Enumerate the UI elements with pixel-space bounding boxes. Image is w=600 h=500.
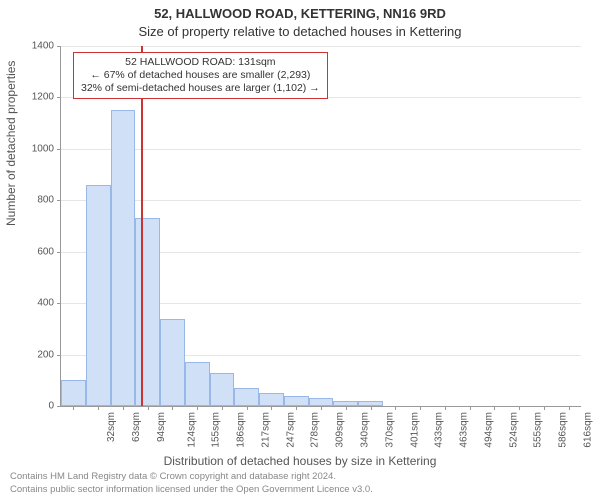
x-tick-label: 94sqm <box>156 412 167 442</box>
y-tick-mark <box>57 355 61 356</box>
histogram-bar <box>61 380 86 406</box>
annotation-line: 32% of semi-detached houses are larger (… <box>81 82 320 95</box>
annotation-line: ← 67% of detached houses are smaller (2,… <box>81 69 320 82</box>
histogram-bar <box>160 319 185 406</box>
x-tick-mark <box>346 406 347 410</box>
x-tick-mark <box>148 406 149 410</box>
x-tick-label: 463sqm <box>459 412 470 448</box>
x-tick-mark <box>569 406 570 410</box>
x-tick-mark <box>470 406 471 410</box>
plot-area: 52 HALLWOOD ROAD: 131sqm← 67% of detache… <box>60 46 581 407</box>
histogram-bar <box>234 388 259 406</box>
x-tick-mark <box>544 406 545 410</box>
gridline <box>61 46 581 47</box>
annotation-callout: 52 HALLWOOD ROAD: 131sqm← 67% of detache… <box>73 52 328 99</box>
histogram-bar <box>309 398 334 406</box>
x-tick-label: 370sqm <box>384 412 395 448</box>
x-tick-mark <box>172 406 173 410</box>
y-tick-label: 200 <box>0 349 54 360</box>
x-tick-mark <box>98 406 99 410</box>
x-tick-label: 124sqm <box>186 412 197 448</box>
x-tick-mark <box>247 406 248 410</box>
histogram-bar <box>210 373 235 406</box>
x-tick-label: 616sqm <box>582 412 593 448</box>
x-tick-mark <box>519 406 520 410</box>
x-tick-mark <box>197 406 198 410</box>
x-tick-mark <box>395 406 396 410</box>
x-tick-label: 555sqm <box>533 412 544 448</box>
x-tick-mark <box>123 406 124 410</box>
x-tick-mark <box>222 406 223 410</box>
x-tick-label: 63sqm <box>131 412 142 442</box>
x-tick-mark <box>445 406 446 410</box>
y-tick-label: 1000 <box>0 143 54 154</box>
x-tick-mark <box>321 406 322 410</box>
y-tick-mark <box>57 406 61 407</box>
y-tick-label: 1200 <box>0 92 54 103</box>
footer-attribution: Contains HM Land Registry data © Crown c… <box>10 471 373 496</box>
x-tick-mark <box>371 406 372 410</box>
property-size-marker <box>141 46 143 406</box>
x-tick-mark <box>73 406 74 410</box>
y-tick-mark <box>57 46 61 47</box>
y-tick-label: 0 <box>0 401 54 412</box>
histogram-bar <box>259 393 284 406</box>
gridline <box>61 149 581 150</box>
x-tick-label: 186sqm <box>236 412 247 448</box>
y-tick-label: 800 <box>0 195 54 206</box>
x-tick-label: 340sqm <box>360 412 371 448</box>
x-axis-label: Distribution of detached houses by size … <box>0 454 600 468</box>
y-tick-label: 400 <box>0 298 54 309</box>
x-tick-label: 586sqm <box>558 412 569 448</box>
x-tick-mark <box>271 406 272 410</box>
y-tick-label: 600 <box>0 246 54 257</box>
x-tick-label: 401sqm <box>409 412 420 448</box>
x-tick-label: 32sqm <box>106 412 117 442</box>
annotation-line: 52 HALLWOOD ROAD: 131sqm <box>81 56 320 69</box>
y-tick-mark <box>57 149 61 150</box>
y-tick-mark <box>57 252 61 253</box>
gridline <box>61 200 581 201</box>
x-tick-mark <box>494 406 495 410</box>
footer-line-1: Contains HM Land Registry data © Crown c… <box>10 471 373 483</box>
figure-root: 52, HALLWOOD ROAD, KETTERING, NN16 9RD S… <box>0 0 600 500</box>
x-tick-label: 278sqm <box>310 412 321 448</box>
chart-subtitle: Size of property relative to detached ho… <box>0 24 600 39</box>
histogram-bar <box>86 185 111 406</box>
x-tick-label: 217sqm <box>261 412 272 448</box>
x-tick-mark <box>420 406 421 410</box>
x-tick-label: 524sqm <box>508 412 519 448</box>
x-tick-label: 433sqm <box>434 412 445 448</box>
x-tick-mark <box>296 406 297 410</box>
y-tick-mark <box>57 303 61 304</box>
y-tick-label: 1400 <box>0 41 54 52</box>
histogram-bar <box>111 110 136 406</box>
x-tick-label: 494sqm <box>483 412 494 448</box>
x-tick-label: 155sqm <box>211 412 222 448</box>
x-tick-label: 309sqm <box>335 412 346 448</box>
histogram-bar <box>284 396 309 406</box>
chart-title-address: 52, HALLWOOD ROAD, KETTERING, NN16 9RD <box>0 6 600 21</box>
y-tick-mark <box>57 200 61 201</box>
histogram-bar <box>185 362 210 406</box>
histogram-bar <box>135 218 160 406</box>
x-tick-label: 247sqm <box>285 412 296 448</box>
y-tick-mark <box>57 97 61 98</box>
footer-line-2: Contains public sector information licen… <box>10 484 373 496</box>
